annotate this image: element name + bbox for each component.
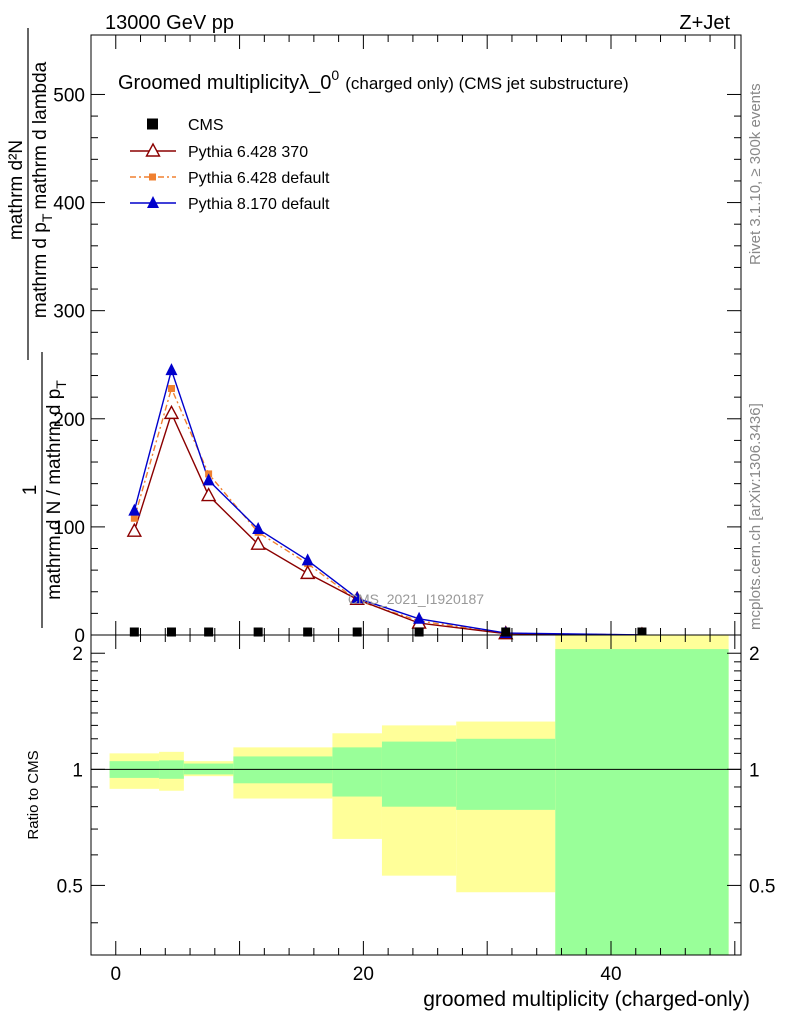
main-ylabel: 1 mathrm d N / mathrm d pT mathrm d²N ma…	[6, 28, 69, 628]
plot-title-suffix: (charged only) (CMS jet substructure)	[345, 74, 628, 93]
series-point	[351, 591, 364, 604]
series-point	[200, 487, 217, 502]
series-point	[202, 473, 215, 486]
ratio-band-green	[332, 747, 382, 797]
legend-entry: Pythia 6.428 370	[130, 142, 308, 161]
ratio-band-green	[233, 756, 333, 784]
ylabel-prefix-num: 1	[20, 485, 41, 496]
legend-entry: Pythia 8.170 default	[130, 196, 330, 213]
legend-marker	[147, 118, 158, 130]
series-point	[252, 522, 265, 535]
ylabel-den-sub: T	[39, 213, 55, 222]
ratio-ytick-label: 1	[72, 760, 83, 781]
main-ytick-label: 100	[53, 518, 85, 539]
mcplots-label: mcplots.cern.ch [arXiv:1306.3436]	[747, 403, 764, 630]
plot-title: Groomed multiplicityλ_00 (charged only) (…	[118, 67, 629, 94]
cms-data-point	[204, 627, 214, 637]
plot-title-sup: 0	[331, 67, 339, 83]
series-point	[301, 553, 314, 566]
x-axis-label: groomed multiplicity (charged-only)	[423, 988, 750, 1011]
cms-data-point	[637, 627, 647, 637]
series-point	[165, 363, 178, 376]
main-panel: 0 100 200 300 400 500 CMS_2021_I1920187 Groom…	[6, 28, 742, 647]
ratio-ytick-label: 2	[72, 644, 83, 665]
cms-data-point	[501, 627, 511, 637]
series-point	[126, 522, 143, 537]
ylabel-prefix-den: mathrm d N / mathrm d pT	[44, 380, 69, 600]
legend-marker	[145, 142, 161, 157]
legend-marker	[147, 196, 159, 208]
legend-entry: CMS	[147, 117, 224, 134]
ratio-bands	[109, 635, 729, 955]
plot-title-main: Groomed multiplicityλ_0	[118, 72, 331, 94]
ylabel-numerator: mathrm d²N	[6, 140, 27, 240]
ratio-band-green	[381, 741, 457, 807]
series-point	[128, 503, 141, 516]
header-left: 13000 GeV pp	[105, 12, 234, 34]
series-point	[299, 564, 316, 580]
series-point	[413, 611, 426, 624]
legend-marker	[149, 173, 156, 181]
main-ytick-label: 200	[53, 410, 85, 431]
legend: CMS Pythia 6.428 370 Pythia 6.428 default P…	[130, 117, 330, 213]
ratio-xtick-label: 20	[353, 964, 374, 985]
cms-data-point	[352, 627, 362, 637]
ratio-axis-ticks: 0.5 0.51 12 20 20 40	[57, 635, 775, 985]
ylabel-denominator: mathrm d pTmathrm d lambda	[30, 61, 55, 318]
main-ytick-label: 400	[53, 194, 85, 215]
ratio-panel: 0.5 0.51 12 20 20 40 Ratio to CMS groomed mul…	[25, 634, 775, 1011]
main-axis-ticks: 0 100 200 300 400 500	[53, 35, 741, 647]
ratio-xtick-label: 0	[110, 964, 121, 985]
watermark: CMS_2021_I1920187	[348, 591, 484, 607]
series-point	[167, 385, 175, 393]
ylabel-den-rest: mathrm d lambda	[30, 61, 51, 209]
legend-label: Pythia 6.428 default	[188, 170, 330, 187]
ratio-band-green	[555, 649, 729, 955]
cms-data-point	[166, 627, 176, 637]
ratio-ytick-label: 0.5	[57, 876, 83, 897]
ratio-ylabel: Ratio to CMS	[25, 750, 42, 839]
series-point	[250, 535, 266, 550]
main-ytick-label: 300	[53, 302, 85, 323]
series-point	[163, 404, 180, 420]
ylabel-prefix-den-main: mathrm d N / mathrm d p	[44, 389, 65, 600]
series-point	[130, 514, 138, 522]
ylabel-den-top: mathrm d p	[30, 222, 51, 318]
header-right: Z+Jet	[679, 12, 730, 34]
cms-data-point	[253, 627, 263, 637]
rivet-label: Rivet 3.1.10, ≥ 300k events	[747, 83, 764, 265]
cms-data-point	[303, 627, 313, 637]
ratio-xtick-label: 40	[600, 964, 621, 985]
legend-entry: Pythia 6.428 default	[130, 170, 330, 187]
main-ytick-label: 0	[74, 626, 85, 647]
ylabel-prefix-den-sub: T	[53, 380, 69, 389]
ratio-frame	[90, 634, 742, 956]
ratio-ytick-label-right: 0.5	[749, 876, 775, 897]
cms-data-point	[129, 627, 139, 637]
ratio-ytick-label-right: 1	[749, 760, 760, 781]
legend-label: Pythia 8.170 default	[188, 196, 330, 213]
ratio-ytick-label-right: 2	[749, 644, 760, 665]
cms-data-point	[414, 627, 424, 637]
legend-label: Pythia 6.428 370	[188, 144, 308, 161]
legend-label: CMS	[188, 117, 224, 134]
series-line	[133, 386, 642, 636]
main-ytick-label: 500	[53, 85, 85, 106]
ratio-band-green	[456, 738, 556, 810]
